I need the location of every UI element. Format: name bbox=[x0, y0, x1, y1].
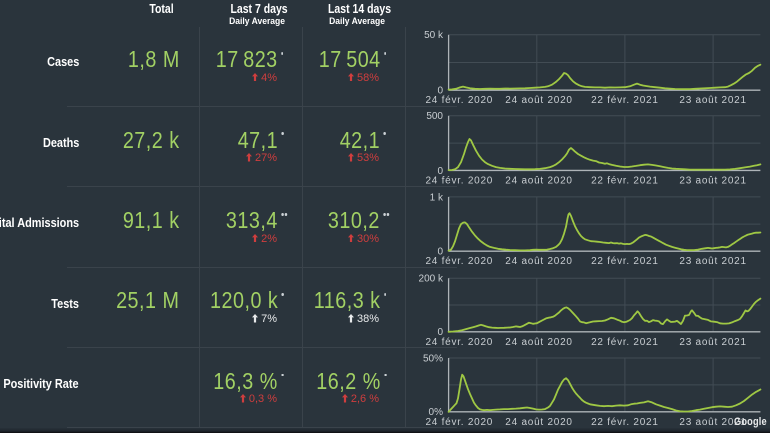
svg-text:50 k: 50 k bbox=[424, 30, 444, 41]
svg-text:23 août 2021: 23 août 2021 bbox=[679, 337, 746, 348]
svg-text:50%: 50% bbox=[423, 353, 443, 364]
svg-text:23 août 2021: 23 août 2021 bbox=[679, 256, 746, 267]
svg-text:0: 0 bbox=[437, 247, 443, 258]
svg-text:23 août 2021: 23 août 2021 bbox=[679, 95, 746, 106]
svg-text:22 févr. 2021: 22 févr. 2021 bbox=[591, 417, 659, 428]
svg-text:23 août 2021: 23 août 2021 bbox=[679, 417, 746, 428]
svg-text:24 févr. 2020: 24 févr. 2020 bbox=[426, 95, 494, 106]
svg-text:24 août 2020: 24 août 2020 bbox=[505, 337, 572, 348]
svg-text:24 févr. 2020: 24 févr. 2020 bbox=[426, 417, 494, 428]
svg-text:24 févr. 2020: 24 févr. 2020 bbox=[426, 256, 494, 267]
svg-text:24 févr. 2020: 24 févr. 2020 bbox=[426, 175, 494, 186]
svg-text:0: 0 bbox=[437, 166, 443, 177]
svg-text:0: 0 bbox=[437, 86, 443, 97]
svg-text:500: 500 bbox=[426, 111, 443, 122]
svg-text:24 août 2020: 24 août 2020 bbox=[505, 95, 572, 106]
svg-text:0: 0 bbox=[437, 327, 443, 338]
svg-text:0%: 0% bbox=[429, 407, 444, 418]
svg-text:24 févr. 2020: 24 févr. 2020 bbox=[426, 337, 494, 348]
svg-text:24 août 2020: 24 août 2020 bbox=[505, 417, 572, 428]
svg-text:24 août 2020: 24 août 2020 bbox=[505, 256, 572, 267]
svg-text:22 févr. 2021: 22 févr. 2021 bbox=[591, 337, 659, 348]
svg-text:23 août 2021: 23 août 2021 bbox=[679, 175, 746, 186]
svg-text:200 k: 200 k bbox=[419, 274, 444, 285]
svg-text:1 k: 1 k bbox=[430, 192, 444, 203]
svg-text:22 févr. 2021: 22 févr. 2021 bbox=[591, 175, 659, 186]
svg-text:22 févr. 2021: 22 févr. 2021 bbox=[591, 256, 659, 267]
svg-text:24 août 2020: 24 août 2020 bbox=[505, 175, 572, 186]
svg-text:22 févr. 2021: 22 févr. 2021 bbox=[591, 95, 659, 106]
